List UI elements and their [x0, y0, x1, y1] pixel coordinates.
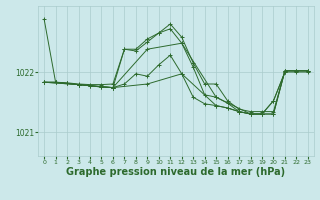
- X-axis label: Graphe pression niveau de la mer (hPa): Graphe pression niveau de la mer (hPa): [67, 167, 285, 177]
